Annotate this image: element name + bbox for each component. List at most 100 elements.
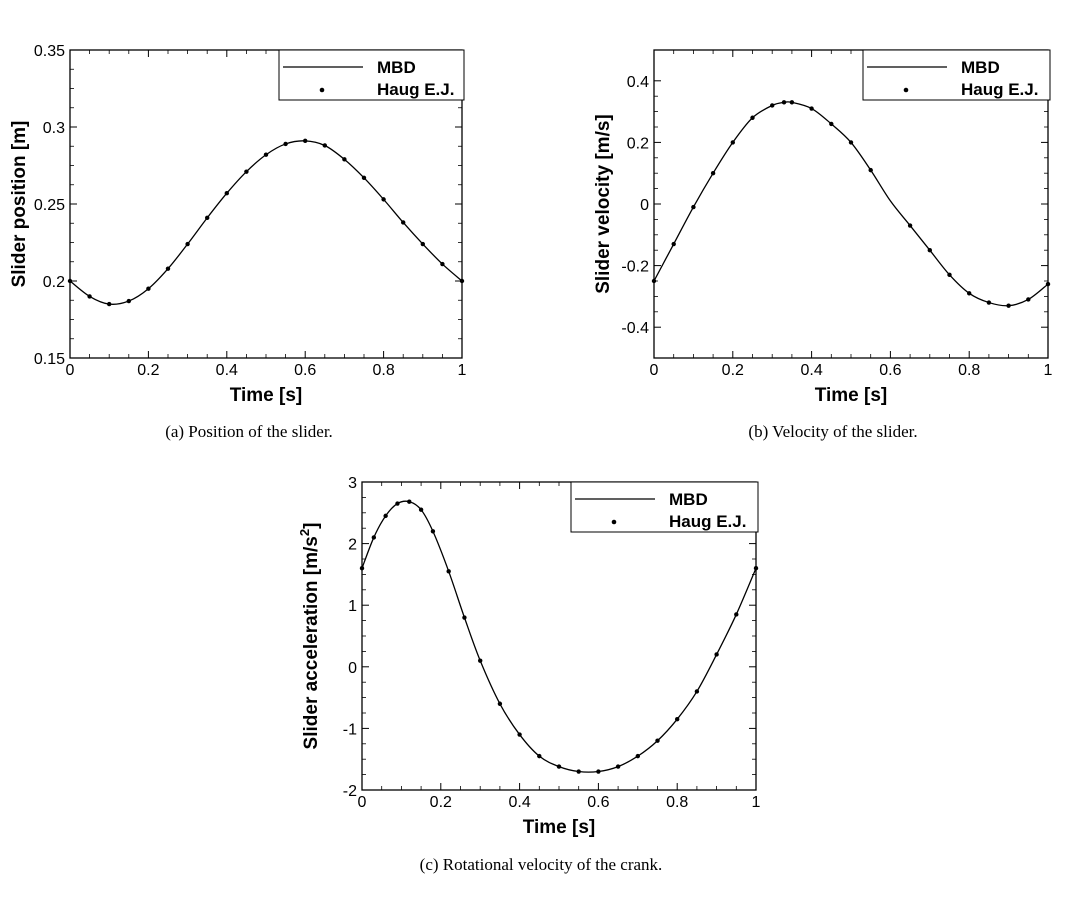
legend-marker-swatch (903, 87, 909, 93)
data-point-haug (87, 294, 92, 299)
data-point-haug (478, 658, 483, 663)
x-tick-label: 0.4 (508, 794, 530, 811)
y-axis-label: Slider velocity [m/s] (593, 114, 614, 294)
data-point-haug (615, 764, 621, 769)
data-point-haug (596, 769, 601, 774)
data-point-haug (407, 499, 412, 504)
data-point-haug (383, 513, 388, 519)
data-point-haug (359, 566, 365, 571)
data-point-haug (459, 278, 465, 284)
x-tick-label: 0 (66, 362, 75, 379)
data-point-haug (430, 529, 436, 534)
panel-b-velocity: 0 0.2 0.4 0.6 0.8 1 -0.4 -0.2 0 0.2 0.4 MBD Haug E.J… (593, 49, 1053, 441)
x-tick-label: 1 (458, 362, 467, 379)
data-point-haug (556, 764, 562, 769)
legend-label-mbd: MBD (377, 58, 416, 77)
data-point-haug (694, 689, 700, 694)
legend-label-haug: Haug E.J. (669, 512, 746, 531)
legend-box (570, 481, 759, 533)
legend-marker-swatch (611, 519, 617, 525)
data-point-haug (283, 141, 288, 147)
data-point-haug (927, 248, 932, 253)
x-tick-label: 1 (752, 794, 761, 811)
data-point-haug (165, 266, 171, 271)
y-axis-label-main: Slider velocity [m/s] (593, 114, 614, 294)
x-tick-label: 0.6 (587, 794, 609, 811)
x-tick-label: 0.6 (879, 362, 901, 379)
panel-a-position: 0 0.2 0.4 0.6 0.8 1 0.15 0.2 0.25 0.3 0.35 MBD Haug … (9, 43, 467, 441)
panel-caption: (a) Position of the slider. (165, 422, 333, 441)
data-point-haug (146, 286, 151, 291)
y-axis-label-main: Slider acceleration [m/s (301, 536, 322, 749)
data-point-haug (829, 121, 834, 127)
legend-label-mbd: MBD (669, 490, 708, 509)
legend-marker-swatch (319, 87, 325, 93)
data-point-haug (809, 106, 814, 111)
data-point-haug (750, 115, 755, 120)
y-axis-label-end: ] (301, 523, 322, 529)
x-tick-label: 0.2 (137, 362, 159, 379)
y-tick-label: -0.4 (621, 320, 649, 337)
y-tick-label: -2 (343, 783, 357, 800)
x-tick-label: 0.6 (294, 362, 316, 379)
data-point-haug (714, 652, 719, 657)
data-point-haug (1006, 303, 1011, 308)
y-tick-label: 0.2 (627, 135, 649, 152)
data-point-haug (420, 241, 425, 247)
x-tick-label: 0.8 (958, 362, 980, 379)
legend-box (862, 49, 1051, 101)
series-line-mbd (653, 101, 1049, 307)
y-tick-label: -0.2 (621, 259, 649, 276)
data-point-haug (675, 716, 680, 722)
y-tick-label: 0.4 (627, 74, 649, 91)
data-point-haug (107, 301, 112, 307)
x-axis-label: Time [s] (815, 385, 888, 406)
data-point-haug (462, 615, 467, 620)
panel-caption: (c) Rotational velocity of the crank. (420, 855, 663, 874)
series-line-mbd (361, 500, 757, 773)
y-tick-label: 0.35 (34, 43, 65, 60)
x-axis-label: Time [s] (523, 817, 596, 838)
data-point-haug (947, 272, 952, 278)
x-tick-label: 0.4 (800, 362, 822, 379)
data-point-haug (67, 278, 73, 284)
data-point-haug (781, 100, 787, 105)
data-point-haug (401, 220, 406, 225)
data-point-haug (395, 501, 400, 506)
data-point-haug (986, 300, 992, 305)
data-point-haug (381, 197, 386, 202)
y-axis-label-main: Slider position [m] (9, 121, 30, 288)
data-point-haug (730, 140, 735, 145)
y-tick-label: 0 (640, 197, 649, 214)
data-point-haug (671, 241, 676, 247)
y-tick-label: 1 (348, 598, 357, 615)
x-tick-label: 0 (650, 362, 659, 379)
data-point-haug (303, 138, 308, 144)
y-tick-label: 2 (348, 537, 357, 554)
x-tick-label: 0.8 (666, 794, 688, 811)
y-tick-label: 0.3 (43, 120, 65, 137)
data-point-haug (907, 223, 913, 228)
y-tick-label: 0.15 (34, 351, 65, 368)
data-point-haug (440, 261, 445, 267)
data-point-haug (342, 157, 347, 162)
x-tick-label: 0.4 (216, 362, 238, 379)
data-point-haug (655, 738, 660, 743)
y-tick-label: 0.25 (34, 197, 65, 214)
data-point-haug (848, 140, 854, 145)
data-point-haug (497, 701, 503, 706)
data-point-haug (446, 569, 451, 574)
data-point-haug (789, 100, 795, 105)
data-point-haug (126, 298, 131, 304)
data-point-haug (418, 507, 424, 512)
data-point-haug (734, 612, 739, 617)
data-point-haug (868, 167, 873, 173)
legend-label-haug: Haug E.J. (961, 80, 1038, 99)
legend-label-mbd: MBD (961, 58, 1000, 77)
data-point-haug (185, 241, 190, 247)
data-point-haug (770, 103, 775, 108)
data-point-haug (205, 215, 210, 221)
data-point-haug (691, 204, 696, 210)
data-point-haug (753, 566, 759, 571)
y-tick-label: 0.2 (43, 274, 65, 291)
